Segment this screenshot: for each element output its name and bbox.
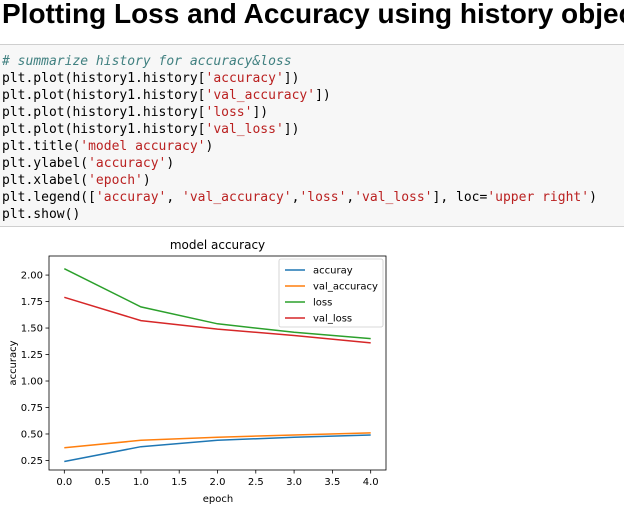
code-line: plt.title('model accuracy') [2, 139, 213, 154]
series-line-accuray [64, 434, 371, 463]
x-tick-label: 4.0 [363, 477, 379, 488]
legend-box [278, 258, 384, 328]
plot-frame [48, 255, 387, 471]
code-line: plt.show() [2, 207, 80, 222]
code-string: 'accuracy' [205, 71, 284, 86]
code-token: plt.title( [2, 139, 81, 154]
series-line-loss [63, 268, 371, 340]
code-string: 'val_accuracy' [205, 88, 316, 103]
code-token: plt.plot(history1.history[ [2, 122, 206, 137]
code-comment: # summarize history for accuracy&loss [2, 54, 292, 69]
legend-label: val_accuracy [313, 282, 378, 293]
code-editor[interactable]: # summarize history for accuracy&loss pl… [2, 53, 597, 223]
code-token: plt.plot(history1.history[ [2, 105, 206, 120]
code-string: 'model accuracy' [80, 139, 206, 154]
y-axis-label: accuracy [8, 340, 19, 385]
code-string: 'accuracy' [88, 156, 167, 171]
y-tick-label: 1.50 [21, 324, 43, 335]
legend-label: accuray [313, 266, 353, 277]
code-token: ) [166, 156, 175, 171]
x-tick-label: 0.0 [56, 477, 72, 488]
x-tick-label: 2.5 [248, 477, 264, 488]
code-token: ) [589, 190, 597, 205]
legend-label: val_loss [313, 314, 352, 325]
x-tick-label: 3.5 [324, 477, 340, 488]
series-line-val-accuracy [64, 432, 371, 449]
code-string: 'epoch' [88, 173, 143, 188]
x-axis-label: epoch [203, 494, 233, 505]
code-token: plt.ylabel( [2, 156, 89, 171]
y-tick-label: 1.75 [21, 297, 43, 308]
code-string: 'upper right' [487, 190, 590, 205]
code-token: plt.xlabel( [2, 173, 89, 188]
code-token: , [291, 190, 300, 205]
y-tick-label: 1.25 [21, 350, 43, 361]
y-tick-label: 2.00 [21, 271, 43, 282]
code-string: 'val_loss' [205, 122, 284, 137]
x-tick-label: 2.0 [210, 477, 226, 488]
code-string: 'loss' [205, 105, 253, 120]
code-token: ]) [315, 88, 331, 103]
code-string: 'loss' [299, 190, 347, 205]
code-string: 'val_accuracy' [182, 190, 292, 205]
code-line: plt.ylabel('accuracy') [2, 156, 174, 171]
code-token: plt.legend([ [2, 190, 96, 205]
series-line-val-loss [64, 296, 371, 344]
code-line: plt.xlabel('epoch') [2, 173, 151, 188]
code-line: plt.plot(history1.history['val_loss']) [2, 122, 299, 137]
code-token: plt.show() [2, 207, 81, 222]
section-heading: Plotting Loss and Accuracy using history… [2, 0, 624, 29]
code-token: , [346, 190, 355, 205]
code-line: plt.plot(history1.history['val_accuracy'… [2, 88, 331, 103]
code-token: ]) [283, 71, 300, 86]
x-tick-label: 3.0 [286, 477, 302, 488]
code-token: plt.plot(history1.history[ [2, 71, 206, 86]
code-token: ) [205, 139, 214, 154]
y-tick-label: 0.75 [21, 403, 43, 414]
code-line: # summarize history for accuracy&loss [2, 54, 292, 69]
code-line: plt.plot(history1.history['accuracy']) [2, 71, 299, 86]
x-tick-label: 1.0 [133, 477, 149, 488]
code-token: plt.plot(history1.history[ [2, 88, 206, 103]
y-tick-label: 1.00 [21, 377, 43, 388]
x-tick-label: 1.5 [171, 477, 187, 488]
code-line: plt.plot(history1.history['loss']) [2, 105, 268, 120]
code-token: ], loc= [432, 190, 488, 205]
x-tick-label: 0.5 [95, 477, 111, 488]
y-tick-label: 0.25 [21, 456, 43, 467]
code-token: ) [142, 173, 151, 188]
y-tick-label: 0.50 [21, 429, 43, 440]
output-plot: 0.25 0.50 0.75 1.00 1.25 1.50 1.75 2.00 0.0 0.5 1… [8, 238, 387, 505]
code-line: plt.legend(['accuray', 'val_accuracy','l… [2, 190, 597, 205]
chart-title: model accuracy [170, 238, 265, 252]
code-token: ]) [283, 122, 300, 137]
code-token: , [166, 190, 183, 205]
legend-label: loss [313, 298, 332, 309]
code-string: 'accuray' [95, 190, 167, 205]
code-string: 'val_loss' [354, 190, 433, 205]
code-token: ]) [252, 105, 269, 120]
code-cell[interactable]: # summarize history for accuracy&loss pl… [0, 44, 624, 227]
